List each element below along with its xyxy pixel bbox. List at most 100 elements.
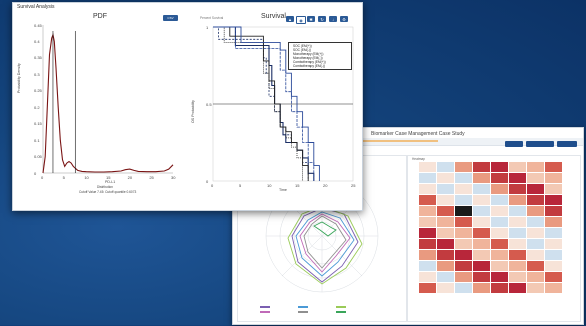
heatmap-cell	[491, 239, 508, 249]
heatmap-cell	[527, 162, 544, 172]
pdf-y-tick: 0.2	[34, 104, 40, 110]
survival-title: Survival	[261, 13, 286, 20]
heatmap-cell	[437, 283, 454, 293]
chart-type-icon[interactable]: ▲	[286, 16, 294, 22]
gear-icon[interactable]: ✱	[307, 16, 315, 22]
eye-icon[interactable]: ◉	[296, 16, 306, 24]
pdf-y-tick: 0.35	[34, 55, 42, 61]
heatmap-cell	[419, 162, 436, 172]
heatmap-cell	[491, 272, 508, 282]
heatmap-cell	[545, 239, 562, 249]
heatmap-cell	[545, 272, 562, 282]
heatmap-cell	[509, 217, 526, 227]
heatmap-cell	[491, 250, 508, 260]
heatmap-cell	[473, 250, 490, 260]
heatmap-cell	[509, 173, 526, 183]
heatmap-cell	[437, 272, 454, 282]
heatmap-cell	[509, 250, 526, 260]
heatmap-cell	[491, 173, 508, 183]
download-icon[interactable]: ↓	[329, 16, 337, 22]
pdf-y-tick: 0.4	[34, 38, 40, 44]
heatmap-cell	[437, 228, 454, 238]
heatmap-cell	[527, 184, 544, 194]
pdf-title: PDF	[93, 13, 107, 20]
heatmap-cell	[473, 184, 490, 194]
pdf-y-tick: 0.1	[34, 137, 40, 143]
heatmap-cell	[455, 250, 472, 260]
pdf-series-line	[42, 32, 174, 174]
toolbar-button[interactable]	[557, 141, 577, 147]
survival-x-tick: 0	[211, 183, 214, 188]
pdf-y-tick: 0.3	[34, 71, 40, 77]
heatmap-cell	[419, 272, 436, 282]
progress-indicator	[358, 140, 438, 142]
pdf-x-tick: 5	[62, 175, 65, 180]
heatmap-cell	[455, 184, 472, 194]
pdf-x-tick: 25	[149, 175, 154, 180]
heatmap-cell	[473, 272, 490, 282]
heatmap-cell	[527, 195, 544, 205]
heatmap-cell	[545, 162, 562, 172]
pdf-x-tick: 10	[84, 175, 89, 180]
window-title: Survival Analysis	[17, 4, 55, 10]
survival-analysis-window: Survival Analysis PDF CSV Probability De…	[12, 2, 363, 211]
heatmap-cell	[545, 184, 562, 194]
heatmap-cell	[419, 217, 436, 227]
heatmap-cell	[527, 261, 544, 271]
heatmap-cell	[527, 217, 544, 227]
cutoff-annotation: Cutoff Value 7.45: Cutoff quantile 0.607…	[79, 190, 137, 194]
heatmap-cell	[455, 283, 472, 293]
heatmap-cell	[437, 206, 454, 216]
heatmap-cell	[491, 283, 508, 293]
heatmap-cell	[455, 206, 472, 216]
heatmap-cell	[419, 283, 436, 293]
pdf-y-tick: 0.45	[34, 22, 42, 28]
heatmap-cell	[509, 239, 526, 249]
heatmap-cell	[419, 184, 436, 194]
pdf-chart	[42, 25, 354, 182]
survival-series-line	[213, 26, 309, 181]
heatmap-cell	[437, 217, 454, 227]
heatmap-cell	[509, 228, 526, 238]
heatmap-cell	[491, 206, 508, 216]
pdf-y-tick: 0.25	[34, 88, 42, 94]
heatmap-cell	[437, 173, 454, 183]
heatmap-cell	[419, 250, 436, 260]
survival-xlabel: Time	[279, 188, 287, 192]
pdf-y-tick: 0.05	[34, 154, 42, 160]
heatmap-cell	[527, 283, 544, 293]
survival-x-tick: 25	[351, 183, 356, 188]
pdf-legend: Distribution	[97, 185, 113, 189]
window-toolbar	[233, 138, 583, 146]
heatmap-cell	[473, 162, 490, 172]
heatmap-cell	[419, 206, 436, 216]
pdf-ylabel: Probability Density	[17, 63, 21, 93]
heatmap-cell	[473, 217, 490, 227]
heatmap-cell	[491, 184, 508, 194]
legend-item: Combotherapy (EM(-))	[293, 64, 325, 68]
settings-icon[interactable]: ⚙	[340, 16, 348, 22]
csv-button[interactable]: CSV	[163, 15, 178, 21]
toolbar-button[interactable]	[526, 141, 554, 147]
heatmap-cell	[545, 195, 562, 205]
heatmap-cell	[509, 283, 526, 293]
heatmap-cell	[527, 173, 544, 183]
legend-item: SOC (EM(+))	[293, 44, 312, 48]
heatmap-cell	[437, 239, 454, 249]
heatmap-cell	[509, 184, 526, 194]
pdf-y-tick: 0.15	[34, 121, 42, 127]
window-title: Biomarker Case Management Case Study	[371, 131, 465, 137]
refresh-icon[interactable]: ↻	[318, 16, 326, 22]
survival-y-tick: 0	[206, 178, 209, 184]
heatmap-cell	[455, 217, 472, 227]
legend-item: Monotherapy (EM(-))	[293, 56, 323, 60]
heatmap-cell	[473, 239, 490, 249]
heatmap-cell	[455, 228, 472, 238]
heatmap-cell	[473, 261, 490, 271]
heatmap-cell	[509, 206, 526, 216]
heatmap-cell	[419, 228, 436, 238]
heatmap-cell	[509, 261, 526, 271]
heatmap-cell	[491, 162, 508, 172]
survival-x-tick: 5	[239, 183, 242, 188]
toolbar-button[interactable]	[505, 141, 523, 147]
